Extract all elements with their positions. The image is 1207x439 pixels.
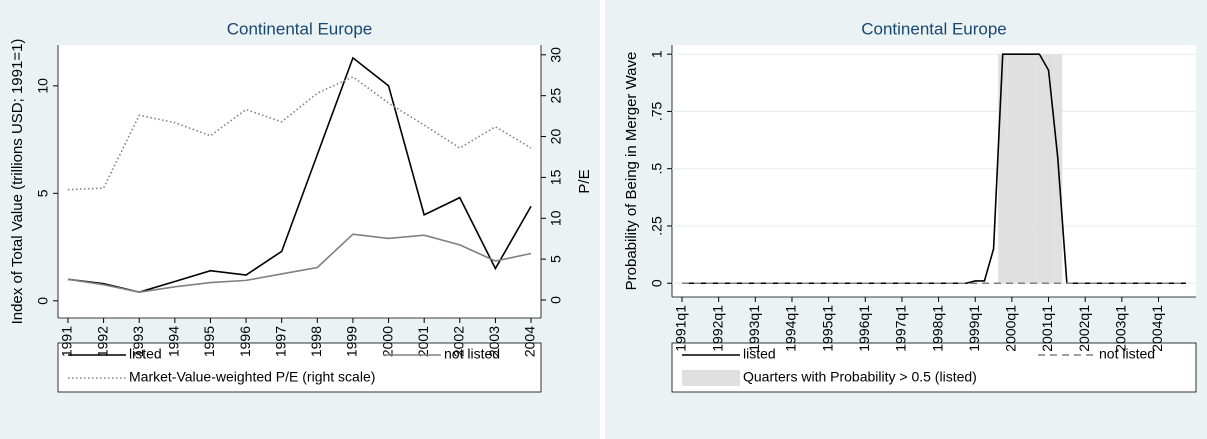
shade-bar bbox=[1016, 54, 1026, 284]
shade-bar bbox=[1007, 54, 1017, 284]
legend-box bbox=[671, 342, 1197, 393]
x-tick-label: 2000q1 bbox=[1003, 305, 1019, 352]
x-tick-label: 2001 bbox=[415, 326, 431, 357]
x-tick-label: 2002 bbox=[450, 326, 466, 357]
legend-box bbox=[57, 342, 542, 393]
legend-swatch bbox=[682, 370, 740, 386]
x-tick-label: 1998q1 bbox=[929, 305, 945, 352]
chart-title: Continental Europe bbox=[861, 19, 1007, 38]
y-tick-label: .75 bbox=[649, 101, 665, 121]
shade-bar bbox=[1034, 54, 1044, 284]
x-tick-label: 1992q1 bbox=[709, 305, 725, 352]
x-tick-label: 2003q1 bbox=[1113, 305, 1129, 352]
shade-bar bbox=[1043, 54, 1054, 284]
y2-tick-label: 15 bbox=[548, 169, 564, 185]
series-line bbox=[67, 56, 532, 294]
legend-label: not listed bbox=[444, 346, 500, 362]
x-tick-label: 1991 bbox=[59, 326, 75, 357]
shade-bar bbox=[1053, 54, 1063, 284]
x-tick-label: 2004 bbox=[522, 326, 538, 357]
x-tick-label: 2004q1 bbox=[1149, 305, 1165, 352]
x-tick-label: 1993q1 bbox=[746, 305, 762, 352]
x-tick-label: 1995q1 bbox=[819, 305, 835, 352]
y-tick-label: 5 bbox=[35, 189, 51, 197]
x-tick-label: 1997q1 bbox=[893, 305, 909, 352]
legend-label: Market-Value-weighted P/E (right scale) bbox=[129, 369, 375, 385]
x-tick-label: 1991q1 bbox=[673, 305, 689, 352]
x-tick-label: 1998 bbox=[308, 326, 324, 357]
x-tick-label: 2001q1 bbox=[1039, 305, 1055, 352]
legend-label: Quarters with Probability > 0.5 (listed) bbox=[743, 369, 977, 385]
y2-tick-label: 30 bbox=[548, 47, 564, 63]
x-tick-label: 1992 bbox=[94, 326, 110, 357]
y2-tick-label: 0 bbox=[548, 296, 564, 304]
plot-area bbox=[672, 45, 1196, 297]
series-line bbox=[67, 233, 532, 294]
x-tick-label: 1995 bbox=[201, 326, 217, 357]
y-axis-label: Index of Total Value (trillions USD; 199… bbox=[9, 39, 26, 325]
x-tick-label: 1994q1 bbox=[783, 305, 799, 352]
x-tick-label: 2000 bbox=[379, 326, 395, 357]
x-tick-label: 1996 bbox=[237, 326, 253, 357]
x-tick-label: 1994 bbox=[166, 326, 182, 357]
x-tick-label: 1999q1 bbox=[966, 305, 982, 352]
y2-tick-label: 5 bbox=[548, 255, 564, 263]
x-tick-label: 1996q1 bbox=[856, 305, 872, 352]
y-tick-label: 0 bbox=[35, 297, 51, 305]
legend-label: listed bbox=[129, 346, 162, 362]
y2-tick-label: 25 bbox=[548, 88, 564, 104]
x-tick-label: 1993 bbox=[130, 326, 146, 357]
legend-label: listed bbox=[743, 346, 776, 362]
y2-axis-label: P/E bbox=[576, 169, 593, 193]
shade-bar bbox=[998, 54, 1008, 284]
y-tick-label: 0 bbox=[649, 279, 665, 287]
y-tick-label: 10 bbox=[35, 78, 51, 94]
shade-bar bbox=[1025, 54, 1035, 284]
y2-tick-label: 10 bbox=[548, 210, 564, 226]
plot-area bbox=[58, 45, 541, 318]
legend-label: not listed bbox=[1099, 346, 1155, 362]
y-tick-label: .25 bbox=[649, 216, 665, 236]
x-tick-label: 2002q1 bbox=[1076, 305, 1092, 352]
x-tick-label: 1997 bbox=[272, 326, 288, 357]
chart-title: Continental Europe bbox=[227, 19, 373, 38]
y-axis-label: Probability of Being in Merger Wave bbox=[623, 52, 640, 291]
x-tick-label: 1999 bbox=[344, 326, 360, 357]
y2-tick-label: 20 bbox=[548, 129, 564, 145]
y-tick-label: 1 bbox=[649, 50, 665, 58]
x-tick-label: 2003 bbox=[486, 326, 502, 357]
y-tick-label: .5 bbox=[649, 163, 665, 175]
